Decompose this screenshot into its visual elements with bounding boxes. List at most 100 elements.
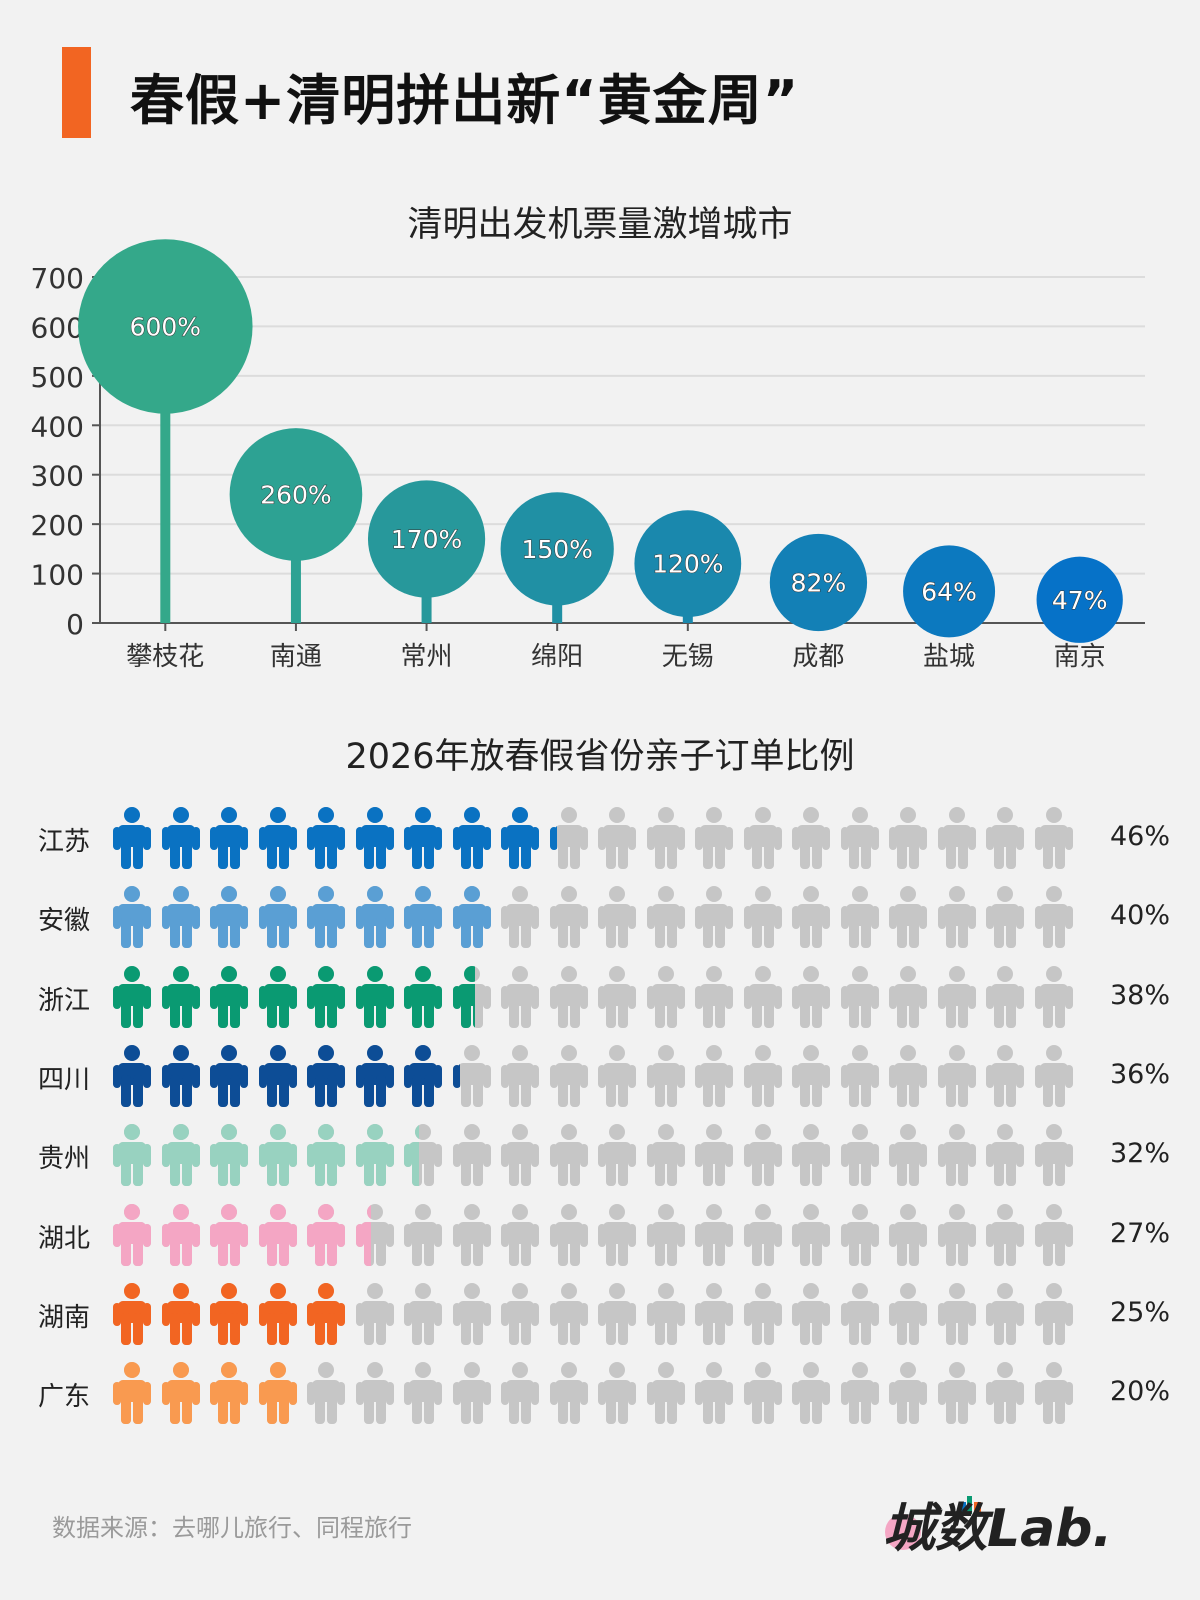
row-label: 安徽	[38, 906, 91, 937]
person-icon	[840, 1282, 879, 1345]
data-label: 260%	[260, 480, 331, 509]
person-icon	[404, 1282, 442, 1345]
x-tick-label: 成都	[792, 642, 844, 672]
person-icon	[210, 886, 248, 949]
row-percentage: 20%	[1110, 1376, 1171, 1408]
person-icon	[695, 807, 733, 869]
person-icon	[792, 807, 830, 869]
person-icon	[743, 1203, 782, 1266]
person-icon	[646, 1203, 685, 1266]
person-icon	[404, 1362, 442, 1425]
person-icon	[986, 1124, 1024, 1187]
person-icon	[501, 1124, 539, 1187]
chart1-title: 清明出发机票量激增城市	[407, 205, 793, 245]
person-icon	[695, 1282, 733, 1345]
person-icon	[452, 1203, 491, 1266]
person-icon	[986, 807, 1024, 869]
person-icon	[598, 1282, 636, 1345]
person-icon	[113, 1203, 151, 1266]
person-icon	[1034, 1282, 1073, 1345]
person-icon	[792, 1203, 830, 1266]
person-icon	[598, 807, 636, 869]
person-icon	[404, 1044, 442, 1107]
person-icon	[307, 1044, 345, 1107]
data-label: 170%	[391, 525, 462, 554]
person-icon	[695, 1362, 733, 1425]
person-icon	[258, 965, 297, 1028]
person-icon	[452, 1044, 491, 1107]
person-icon	[258, 1282, 297, 1345]
person-icon	[549, 1203, 588, 1266]
person-icon	[210, 1282, 248, 1345]
person-icon	[452, 1282, 491, 1345]
person-icon	[161, 1124, 200, 1187]
row-percentage: 27%	[1110, 1217, 1171, 1249]
person-icon	[355, 886, 394, 949]
x-tick-label: 南通	[270, 642, 322, 672]
bubble	[367, 480, 486, 598]
person-icon	[404, 965, 442, 1028]
y-tick-label: 700	[31, 262, 84, 295]
person-icon	[501, 1362, 539, 1425]
person-icon	[307, 965, 345, 1028]
person-icon	[743, 965, 782, 1028]
row-label: 江苏	[38, 827, 91, 857]
person-icon	[501, 886, 539, 949]
person-icon	[549, 1362, 588, 1425]
bubble	[903, 545, 996, 638]
row-percentage: 46%	[1110, 821, 1171, 852]
x-tick-label: 常州	[401, 642, 453, 672]
data-label: 47%	[1052, 586, 1108, 615]
person-icon	[355, 1203, 394, 1266]
data-label: 64%	[921, 577, 977, 606]
person-icon	[210, 1124, 248, 1187]
bubble	[229, 428, 363, 561]
person-icon	[404, 1203, 442, 1266]
person-icon	[258, 1203, 297, 1266]
row-label: 贵州	[38, 1144, 91, 1175]
row-label: 湖北	[38, 1223, 91, 1254]
person-icon	[792, 1362, 830, 1425]
person-icon	[452, 965, 491, 1028]
person-icon	[452, 1124, 491, 1187]
y-tick-label: 300	[31, 460, 84, 493]
person-icon	[113, 807, 151, 869]
person-icon	[404, 886, 442, 949]
person-icon	[792, 1282, 830, 1345]
person-icon	[840, 1362, 879, 1425]
person-icon	[501, 1282, 539, 1345]
person-icon	[258, 1362, 297, 1425]
logo: 城数Lab.	[885, 1496, 1112, 1558]
person-icon	[452, 1362, 491, 1425]
person-icon	[598, 1203, 636, 1266]
row-percentage: 40%	[1110, 900, 1171, 932]
person-icon	[452, 807, 491, 869]
person-icon	[549, 1282, 588, 1345]
person-icon	[889, 1362, 927, 1425]
person-icon	[937, 807, 976, 869]
person-icon	[646, 1362, 685, 1425]
person-icon	[113, 1362, 151, 1425]
person-icon	[986, 1203, 1024, 1266]
person-icon	[1034, 807, 1073, 869]
row-percentage: 32%	[1110, 1138, 1171, 1170]
person-icon	[307, 886, 345, 949]
person-icon	[889, 1044, 927, 1107]
person-icon	[161, 807, 200, 869]
row-label: 四川	[38, 1064, 91, 1095]
person-icon	[937, 1124, 976, 1187]
person-icon	[889, 807, 927, 869]
person-icon	[986, 886, 1024, 949]
person-icon	[501, 807, 539, 869]
person-icon	[258, 1044, 297, 1107]
bubble	[769, 533, 868, 632]
person-icon	[986, 1282, 1024, 1345]
person-icon	[549, 807, 588, 869]
person-icon	[743, 886, 782, 949]
x-tick-label: 盐城	[923, 642, 975, 672]
person-icon	[355, 1044, 394, 1107]
data-label: 82%	[791, 568, 847, 597]
person-icon	[937, 1044, 976, 1107]
person-icon	[355, 807, 394, 869]
person-icon	[646, 1282, 685, 1345]
